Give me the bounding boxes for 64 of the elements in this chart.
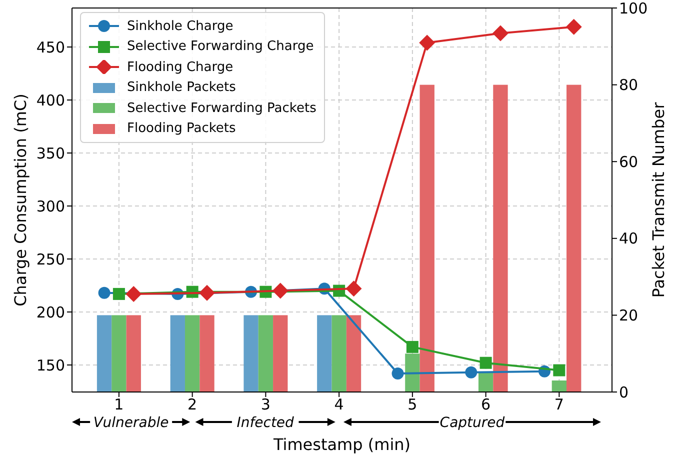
bar: [170, 315, 185, 392]
bar: [273, 315, 288, 392]
x-tick-label: 2: [188, 396, 198, 414]
y-tick-label: 200: [36, 303, 65, 322]
point: [199, 284, 215, 301]
bar: [96, 315, 112, 392]
x-tick-label: 5: [408, 396, 418, 414]
x-tick-label: 6: [481, 396, 491, 414]
point: [126, 286, 142, 302]
point: [272, 282, 288, 299]
legend-label: Selective Forwarding Packets: [127, 100, 316, 116]
bar: [405, 354, 420, 392]
point: [346, 280, 362, 297]
y2-tick-label: 40: [619, 230, 638, 248]
y-tick-label: 150: [36, 356, 65, 374]
y-tick-label: 450: [36, 38, 65, 56]
bar: [244, 315, 258, 392]
y2-tick-label: 60: [619, 152, 638, 171]
bar: [552, 380, 567, 392]
y2-tick-label: 0: [619, 383, 629, 402]
point: [492, 25, 508, 42]
legend-label: Flooding Packets: [127, 121, 236, 136]
y-tick-label: 250: [36, 250, 65, 268]
bar: [478, 372, 494, 392]
bar: [317, 315, 332, 392]
point: [392, 367, 404, 380]
bar: [126, 315, 141, 392]
bar: [332, 315, 346, 392]
legend-label: Sinkhole Packets: [127, 80, 236, 96]
bar: [258, 315, 274, 392]
x-tick-label: 3: [260, 396, 270, 414]
point: [406, 340, 418, 353]
bar: [112, 315, 126, 392]
y2-tick-label: 20: [619, 306, 638, 325]
x-tick-label: 7: [554, 396, 564, 414]
legend-label: Flooding Charge: [127, 60, 234, 75]
point: [465, 366, 478, 378]
x-axis-title: Timestamp (min): [272, 435, 411, 454]
bar: [493, 84, 508, 392]
text: Captured: [440, 415, 505, 431]
bar: [420, 84, 434, 392]
point: [98, 286, 110, 299]
text: Vulnerable: [93, 415, 169, 431]
legend-label: Selective Forwarding Charge: [127, 39, 314, 54]
y2-tick-label: 100: [619, 0, 648, 18]
point: [419, 34, 436, 51]
bar: [566, 84, 582, 392]
point: [566, 18, 582, 35]
y-tick-label: 300: [36, 197, 65, 216]
legend-label: Sinkhole Charge: [127, 18, 234, 34]
point: [112, 288, 125, 300]
y-axis-title: Charge Consumption (mC): [11, 94, 30, 306]
point: [553, 364, 566, 376]
y2-axis-title: Packet Transmit Number: [649, 102, 668, 298]
bar: [200, 315, 214, 392]
bar: [346, 315, 362, 392]
text: Infected: [236, 415, 294, 431]
y-tick-label: 350: [36, 144, 65, 162]
y-tick-label: 400: [36, 91, 65, 110]
x-tick-label: 1: [114, 396, 124, 414]
y2-tick-label: 80: [619, 76, 638, 94]
x-tick-label: 4: [334, 396, 344, 414]
point: [480, 356, 492, 369]
bar: [184, 315, 200, 392]
